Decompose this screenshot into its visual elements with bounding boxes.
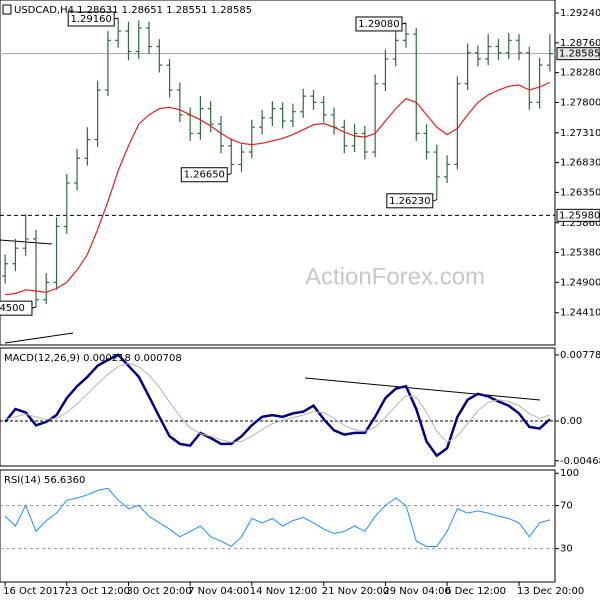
price-label-box [556,47,600,61]
annotation-connector [114,17,119,20]
y-tick-label: 1.27800 [560,97,600,108]
x-tick-label: 7 Nov 04:00 [188,586,249,597]
annotation-box [67,11,115,27]
y-tick-label: 100 [560,468,579,479]
x-tick-label: 23 Oct 12:00 [65,586,130,597]
y-tick-label: 1.28760 [560,38,600,49]
annotation-connector [227,173,232,176]
symbol-icon [2,4,12,15]
price-label-box [556,208,600,222]
y-tick-label: 1.29240 [560,8,600,19]
y-tick-label: 70 [560,501,573,512]
y-tick-label: 0.007787 [560,350,600,361]
y-tick-label: 1.26350 [560,187,600,198]
line [4,487,551,548]
annotation-box [355,16,403,32]
panel-title: RSI(14) 56.6360 [4,475,85,486]
annotation-box [0,300,33,316]
line [4,353,551,458]
panel-frame [0,469,556,583]
trend-line [304,377,541,401]
line [4,362,551,443]
x-tick-label: 14 Nov 12:00 [250,586,317,597]
y-tick-label: 30 [560,544,573,555]
x-tick-label: 16 Oct 2017 [3,586,65,597]
trend-line [4,332,74,344]
y-tick-label: 1.25860 [560,218,600,229]
annotation-box [180,167,228,183]
y-tick-label: 1.24410 [560,308,600,319]
annotation-label: 1.26230 [389,196,430,207]
y-tick-label: 1.26830 [560,158,600,169]
x-tick-label: 30 Oct 20:00 [126,586,191,597]
panel-frame [0,347,556,467]
panel-title: MACD(12,26,9) 0.000218 0.000708 [4,353,182,364]
x-tick-label: 21 Nov 20:00 [322,586,389,597]
y-tick-label: -0.004688 [560,456,600,467]
annotation-connector [432,199,437,202]
y-tick-label: 0.00 [560,416,582,427]
annotation-label: 1.26650 [184,170,225,181]
panel-frame [0,0,556,346]
line [5,81,551,296]
y-tick-label: 1.25380 [560,248,600,259]
annotation-connector [401,22,407,25]
y-tick-label: 1.28280 [560,68,600,79]
panel-title: USDCAD,H4 1.28631 1.28651 1.28551 1.2858… [14,5,252,16]
annotation-connector [31,306,37,309]
x-tick-label: 29 Nov 04:00 [383,586,450,597]
y-tick-label: 1.24900 [560,277,600,288]
annotation-label: 1.29080 [358,19,399,30]
x-tick-label: 6 Dec 12:00 [445,586,506,597]
price-label: 1.25980 [559,210,600,221]
watermark: ActionForex.com [305,263,485,290]
y-tick-label: 1.27310 [560,128,600,139]
price-label: 1.28585 [559,49,600,60]
annotation-label: 1.29160 [71,14,112,25]
x-tick-label: 13 Dec 20:00 [517,586,584,597]
annotation-box [386,193,434,209]
annotation-label: 24500 [0,303,25,314]
